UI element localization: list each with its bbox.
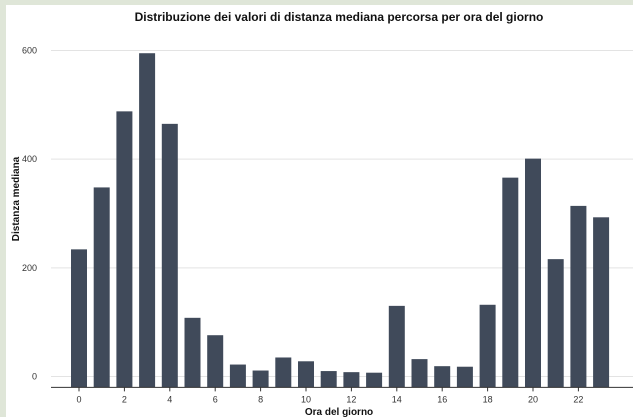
y-tick-label-600: 600: [22, 46, 37, 56]
bar-hour-18: [479, 304, 496, 388]
chart-panel: Distribuzione dei valori di distanza med…: [6, 5, 633, 417]
x-axis-ticks: 0 2 4 6 8 10 12 14 16 18 20 22: [76, 387, 583, 404]
x-tick-label-4: 4: [167, 394, 172, 404]
bar-hour-22: [570, 205, 587, 388]
bar-hour-21: [547, 259, 564, 388]
x-tick-label-22: 22: [573, 394, 583, 404]
x-tick-label-8: 8: [258, 394, 263, 404]
bar-hour-0: [71, 249, 87, 388]
bar-hour-23: [593, 217, 610, 388]
bar-hour-8: [252, 370, 269, 388]
x-tick-label-16: 16: [437, 394, 447, 404]
y-tick-label-200: 200: [22, 263, 37, 273]
bar-hour-17: [456, 366, 473, 388]
y-tick-label-400: 400: [22, 154, 37, 164]
bar-hour-19: [502, 177, 519, 388]
bar-hour-6: [207, 335, 224, 388]
x-tick-label-18: 18: [483, 394, 493, 404]
bar-hour-5: [184, 317, 201, 388]
x-axis-label: Ora del giorno: [305, 407, 373, 417]
x-tick-label-12: 12: [346, 394, 356, 404]
x-tick-label-0: 0: [76, 394, 81, 404]
x-tick-label-6: 6: [213, 394, 218, 404]
bar-hour-10: [298, 361, 314, 388]
x-tick-label-20: 20: [528, 394, 538, 404]
bar-hour-13: [366, 372, 383, 388]
bar-hour-4: [161, 123, 178, 388]
bar-hour-7: [229, 364, 246, 388]
bar-hour-3: [139, 53, 156, 388]
gridlines: [51, 50, 633, 377]
bar-hour-1: [93, 187, 110, 388]
y-axis-ticks: 0 200 400 600: [22, 46, 37, 382]
bar-hour-14: [388, 305, 405, 388]
bar-hour-12: [343, 372, 360, 388]
x-tick-label-10: 10: [301, 394, 311, 404]
x-tick-label-14: 14: [392, 394, 402, 404]
y-axis-label: Distanza mediana: [11, 156, 22, 241]
bar-hour-16: [434, 366, 451, 388]
x-tick-label-2: 2: [122, 394, 127, 404]
bars: [71, 53, 610, 388]
bar-hour-20: [525, 158, 541, 388]
bar-hour-9: [275, 357, 292, 388]
bar-chart: Distribuzione dei valori di distanza med…: [11, 10, 633, 417]
bar-hour-2: [116, 111, 133, 388]
bar-hour-15: [411, 359, 428, 388]
chart-title: Distribuzione dei valori di distanza med…: [135, 10, 544, 24]
y-tick-label-0: 0: [32, 372, 37, 382]
bar-hour-11: [320, 371, 337, 388]
